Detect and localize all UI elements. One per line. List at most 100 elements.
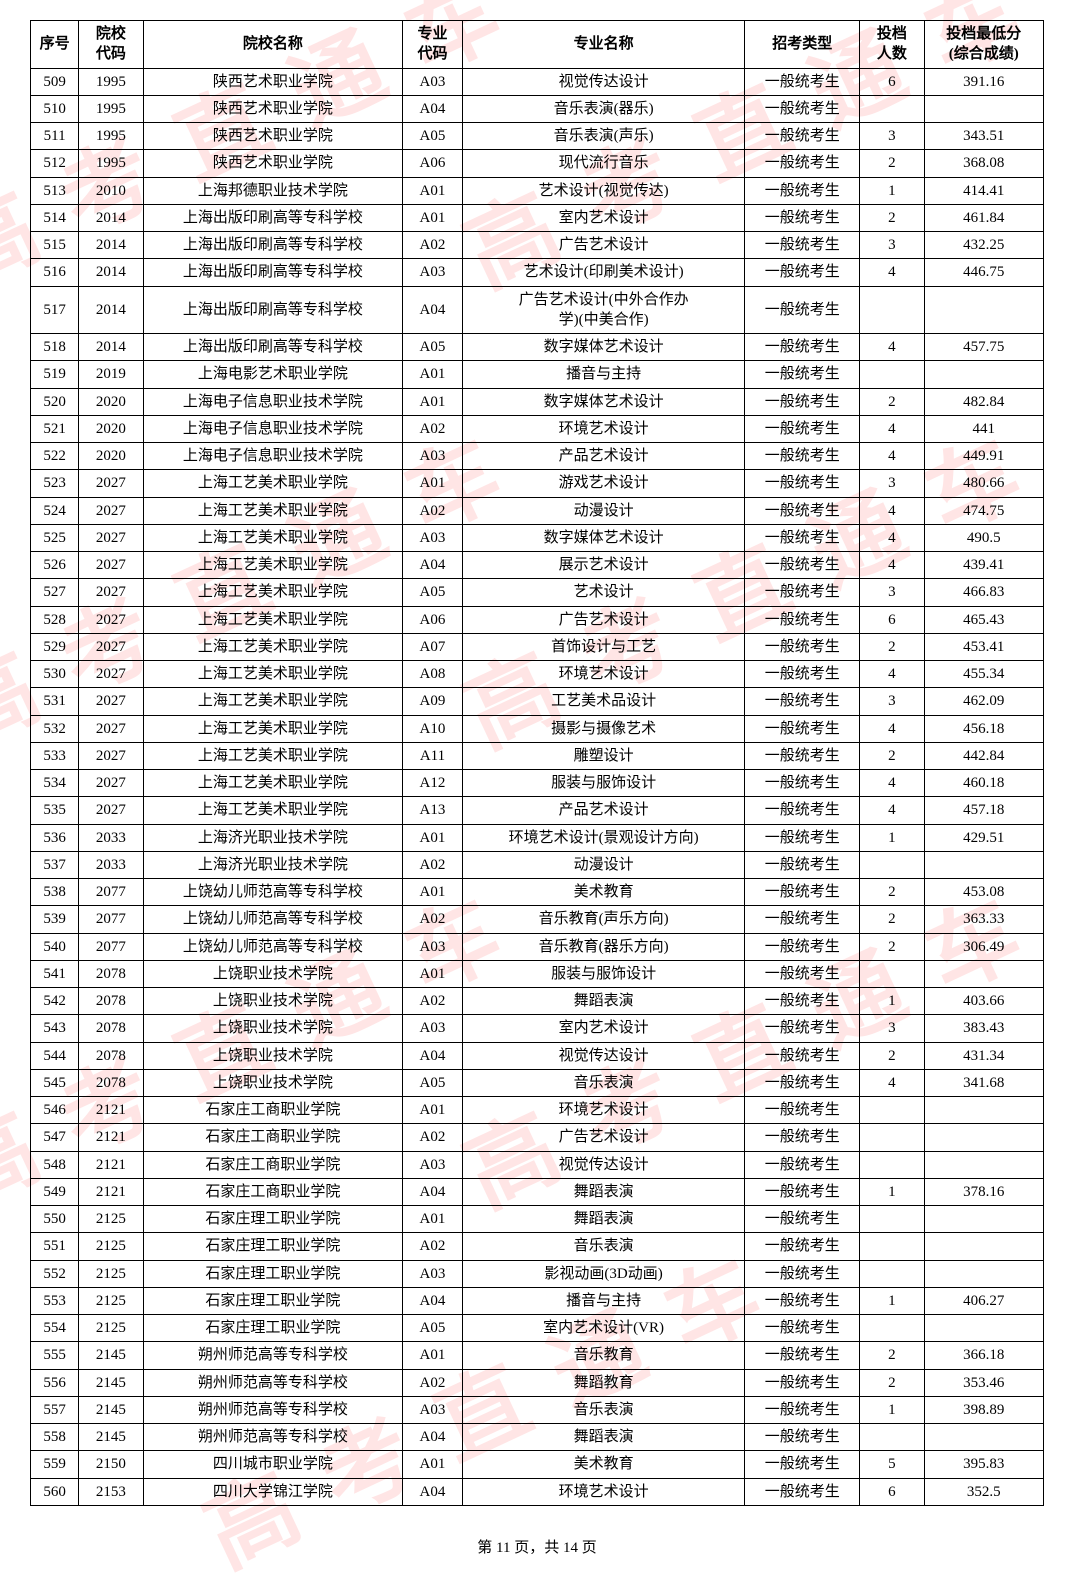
cell-major: 美术教育 xyxy=(462,1451,745,1478)
cell-score xyxy=(924,1233,1043,1260)
cell-score: 343.51 xyxy=(924,123,1043,150)
table-row: 5522125石家庄理工职业学院A03影视动画(3D动画)一般统考生 xyxy=(31,1260,1044,1287)
table-row: 5101995陕西艺术职业学院A04音乐表演(器乐)一般统考生 xyxy=(31,95,1044,122)
header-count: 投档人数 xyxy=(860,21,924,69)
cell-count xyxy=(860,851,924,878)
table-row: 5362033上海济光职业技术学院A01环境艺术设计(景观设计方向)一般统考生1… xyxy=(31,824,1044,851)
cell-mcode: A03 xyxy=(403,1151,463,1178)
cell-school: 石家庄工商职业学院 xyxy=(143,1097,403,1124)
cell-code: 2027 xyxy=(79,633,143,660)
table-row: 5252027上海工艺美术职业学院A03数字媒体艺术设计一般统考生4490.5 xyxy=(31,524,1044,551)
cell-mcode: A01 xyxy=(403,960,463,987)
cell-score xyxy=(924,1315,1043,1342)
cell-code: 2027 xyxy=(79,497,143,524)
cell-mcode: A06 xyxy=(403,150,463,177)
cell-major: 数字媒体艺术设计 xyxy=(462,334,745,361)
cell-mcode: A09 xyxy=(403,688,463,715)
cell-idx: 531 xyxy=(31,688,79,715)
header-mcode: 专业代码 xyxy=(403,21,463,69)
cell-code: 2019 xyxy=(79,361,143,388)
cell-school: 石家庄理工职业学院 xyxy=(143,1315,403,1342)
cell-score xyxy=(924,1124,1043,1151)
cell-count: 3 xyxy=(860,688,924,715)
scores-table: 序号院校代码院校名称专业代码专业名称招考类型投档人数投档最低分(综合成绩) 50… xyxy=(30,20,1044,1506)
cell-count: 5 xyxy=(860,1451,924,1478)
cell-school: 上饶职业技术学院 xyxy=(143,988,403,1015)
cell-mcode: A05 xyxy=(403,579,463,606)
cell-major: 音乐表演 xyxy=(462,1396,745,1423)
cell-type: 一般统考生 xyxy=(745,232,860,259)
cell-count: 2 xyxy=(860,633,924,660)
cell-score: 474.75 xyxy=(924,497,1043,524)
cell-code: 2078 xyxy=(79,1015,143,1042)
cell-count xyxy=(860,1206,924,1233)
cell-count: 4 xyxy=(860,443,924,470)
cell-code: 2027 xyxy=(79,715,143,742)
cell-code: 2027 xyxy=(79,797,143,824)
table-header: 序号院校代码院校名称专业代码专业名称招考类型投档人数投档最低分(综合成绩) xyxy=(31,21,1044,69)
cell-major: 音乐教育(器乐方向) xyxy=(462,933,745,960)
cell-school: 上饶职业技术学院 xyxy=(143,1069,403,1096)
cell-score: 453.08 xyxy=(924,879,1043,906)
cell-idx: 554 xyxy=(31,1315,79,1342)
cell-idx: 514 xyxy=(31,204,79,231)
cell-count: 2 xyxy=(860,906,924,933)
cell-idx: 517 xyxy=(31,286,79,334)
cell-code: 2020 xyxy=(79,415,143,442)
cell-school: 上海电子信息职业技术学院 xyxy=(143,388,403,415)
cell-count: 1 xyxy=(860,988,924,1015)
table-row: 5492121石家庄工商职业学院A04舞蹈表演一般统考生1378.16 xyxy=(31,1178,1044,1205)
cell-mcode: A02 xyxy=(403,1369,463,1396)
cell-mcode: A03 xyxy=(403,524,463,551)
cell-score: 442.84 xyxy=(924,742,1043,769)
cell-school: 朔州师范高等专科学校 xyxy=(143,1396,403,1423)
cell-type: 一般统考生 xyxy=(745,742,860,769)
cell-code: 2033 xyxy=(79,851,143,878)
cell-code: 2125 xyxy=(79,1233,143,1260)
cell-score: 449.91 xyxy=(924,443,1043,470)
cell-school: 上海出版印刷高等专科学校 xyxy=(143,204,403,231)
cell-score: 353.46 xyxy=(924,1369,1043,1396)
cell-count: 2 xyxy=(860,388,924,415)
cell-type: 一般统考生 xyxy=(745,1424,860,1451)
cell-score: 398.89 xyxy=(924,1396,1043,1423)
cell-type: 一般统考生 xyxy=(745,1260,860,1287)
cell-mcode: A10 xyxy=(403,715,463,742)
cell-type: 一般统考生 xyxy=(745,770,860,797)
cell-school: 上海出版印刷高等专科学校 xyxy=(143,286,403,334)
cell-type: 一般统考生 xyxy=(745,1478,860,1505)
table-row: 5432078上饶职业技术学院A03室内艺术设计一般统考生3383.43 xyxy=(31,1015,1044,1042)
cell-major: 播音与主持 xyxy=(462,361,745,388)
cell-school: 陕西艺术职业学院 xyxy=(143,150,403,177)
cell-school: 上海出版印刷高等专科学校 xyxy=(143,259,403,286)
table-row: 5312027上海工艺美术职业学院A09工艺美术品设计一般统考生3462.09 xyxy=(31,688,1044,715)
cell-code: 2033 xyxy=(79,824,143,851)
table-row: 5532125石家庄理工职业学院A04播音与主持一般统考生1406.27 xyxy=(31,1287,1044,1314)
cell-score: 457.18 xyxy=(924,797,1043,824)
cell-major: 舞蹈表演 xyxy=(462,1424,745,1451)
cell-count xyxy=(860,286,924,334)
header-row: 序号院校代码院校名称专业代码专业名称招考类型投档人数投档最低分(综合成绩) xyxy=(31,21,1044,69)
cell-mcode: A04 xyxy=(403,1287,463,1314)
cell-count xyxy=(860,95,924,122)
cell-type: 一般统考生 xyxy=(745,123,860,150)
table-row: 5602153四川大学锦江学院A04环境艺术设计一般统考生6352.5 xyxy=(31,1478,1044,1505)
cell-school: 石家庄工商职业学院 xyxy=(143,1124,403,1151)
cell-school: 四川城市职业学院 xyxy=(143,1451,403,1478)
cell-mcode: A01 xyxy=(403,879,463,906)
cell-major: 广告艺术设计 xyxy=(462,232,745,259)
cell-count: 4 xyxy=(860,415,924,442)
cell-idx: 543 xyxy=(31,1015,79,1042)
cell-code: 1995 xyxy=(79,123,143,150)
cell-count xyxy=(860,1151,924,1178)
cell-count xyxy=(860,1097,924,1124)
cell-major: 室内艺术设计 xyxy=(462,204,745,231)
cell-count: 3 xyxy=(860,232,924,259)
table-row: 5302027上海工艺美术职业学院A08环境艺术设计一般统考生4455.34 xyxy=(31,661,1044,688)
cell-code: 2078 xyxy=(79,960,143,987)
table-row: 5482121石家庄工商职业学院A03视觉传达设计一般统考生 xyxy=(31,1151,1044,1178)
cell-major: 室内艺术设计(VR) xyxy=(462,1315,745,1342)
cell-school: 朔州师范高等专科学校 xyxy=(143,1342,403,1369)
cell-idx: 530 xyxy=(31,661,79,688)
cell-mcode: A01 xyxy=(403,177,463,204)
